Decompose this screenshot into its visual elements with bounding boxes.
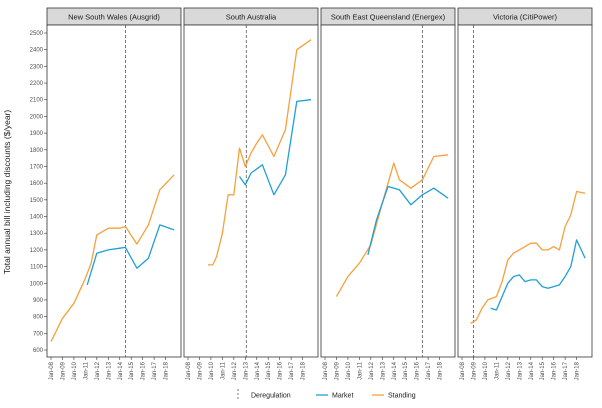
x-tick-label: Jan-13 (380, 361, 386, 380)
y-tick-label: 600 (33, 348, 44, 354)
x-tick-label: Jan-11 (357, 361, 363, 380)
x-tick-label: Jan-08 (460, 361, 466, 380)
x-tick-label: Jan-13 (106, 361, 112, 380)
x-tick-label: Jan-10 (346, 361, 352, 380)
x-tick-label: Jan-16 (278, 361, 284, 380)
y-tick-label: 1200 (30, 248, 44, 254)
x-tick-label: Jan-18 (575, 361, 581, 380)
x-tick-label: Jan-16 (552, 361, 558, 380)
facet-panel: Victoria (CitiPower) Jan-08 Jan-09 Jan-10 Ja… (457, 7, 593, 380)
y-tick-label: 700 (33, 331, 44, 337)
facet-strip-label: South Australia (226, 13, 277, 22)
x-tick-label: Jan-11 (220, 361, 226, 380)
standing-series-line (50, 174, 175, 342)
x-tick-label: Jan-15 (540, 361, 546, 380)
x-tick-label: Jan-17 (563, 361, 569, 380)
facet-panels: 600 700 800 900 1000 1100 1200 1300 1400 1500 1600… (30, 7, 593, 380)
x-tick-label: Jan-16 (141, 361, 147, 380)
x-tick-label: Jan-09 (471, 361, 477, 380)
legend-label: Market (332, 393, 353, 400)
x-tick-label: Jan-12 (95, 361, 101, 380)
legend-item: Market (316, 393, 353, 400)
legend-label: Deregulation (251, 393, 291, 400)
x-tick-label: Jan-13 (243, 361, 249, 380)
x-tick-label: Jan-17 (289, 361, 295, 380)
x-tick-label: Jan-08 (186, 361, 192, 380)
market-series-line (490, 239, 586, 311)
facet-panel: New South Wales (Ausgrid) Jan-08 Jan-09 Jan… (46, 7, 182, 380)
y-tick-label: 2300 (30, 64, 44, 70)
x-tick-label: Jan-14 (392, 361, 398, 380)
x-tick-label: Jan-14 (118, 361, 124, 380)
y-tick-label: 1600 (30, 181, 44, 187)
legend: Deregulation Market Standing (237, 389, 416, 400)
x-tick-label: Jan-12 (369, 361, 375, 380)
x-tick-label: Jan-09 (60, 361, 66, 380)
x-tick-label: Jan-10 (483, 361, 489, 380)
y-tick-label: 900 (33, 298, 44, 304)
y-tick-label: 1900 (30, 131, 44, 137)
y-tick-label: 1400 (30, 215, 44, 221)
facet-strip-label: South East Queensland (Energex) (331, 13, 446, 22)
y-tick-label: 2100 (30, 98, 44, 104)
y-tick-label: 2400 (30, 48, 44, 54)
x-tick-label: Jan-14 (255, 361, 261, 380)
facet-panel: South Australia Jan-08 Jan-09 Jan-10 Jan-11 J… (183, 7, 319, 380)
x-tick-label: Jan-13 (517, 361, 523, 380)
x-tick-label: Jan-18 (164, 361, 170, 380)
facet-strip-label: Victoria (CitiPower) (493, 13, 558, 22)
y-tick-label: 2000 (30, 114, 44, 120)
x-tick-label: Jan-08 (323, 361, 329, 380)
x-tick-label: Jan-18 (438, 361, 444, 380)
y-tick-label: 1800 (30, 148, 44, 154)
plot-area (457, 24, 593, 358)
x-tick-label: Jan-09 (334, 361, 340, 380)
market-series-line (86, 224, 175, 286)
y-tick-label: 1000 (30, 281, 44, 287)
legend-label: Standing (388, 393, 416, 400)
y-tick-label: 800 (33, 315, 44, 321)
legend-item: Deregulation (237, 389, 291, 400)
standing-series-line (335, 154, 449, 297)
x-tick-label: Jan-15 (129, 361, 135, 380)
y-axis-title: Total annual bill including discounts ($… (2, 110, 12, 275)
x-tick-label: Jan-17 (426, 361, 432, 380)
x-tick-label: Jan-10 (72, 361, 78, 380)
y-tick-label: 1500 (30, 198, 44, 204)
standing-series-line (470, 190, 586, 324)
y-axis-label: Total annual bill including discounts ($… (2, 110, 12, 275)
y-tick-label: 1700 (30, 164, 44, 170)
y-tick-label: 2500 (30, 31, 44, 37)
x-tick-label: Jan-15 (266, 361, 272, 380)
x-tick-label: Jan-12 (232, 361, 238, 380)
y-axis: 600 700 800 900 1000 1100 1200 1300 1400 1500 1600… (30, 31, 47, 354)
plot-area (46, 24, 182, 358)
y-tick-label: 1300 (30, 231, 44, 237)
y-tick-label: 1100 (30, 265, 44, 271)
plot-area (320, 24, 456, 358)
legend-item: Standing (372, 393, 416, 400)
y-tick-label: 2200 (30, 81, 44, 87)
x-tick-label: Jan-18 (301, 361, 307, 380)
facet-strip-label: New South Wales (Ausgrid) (68, 13, 160, 22)
x-tick-label: Jan-10 (209, 361, 215, 380)
standing-series-line (208, 39, 312, 266)
x-tick-label: Jan-15 (403, 361, 409, 380)
market-series-line (238, 99, 312, 196)
x-tick-label: Jan-17 (152, 361, 158, 380)
x-tick-label: Jan-09 (197, 361, 203, 380)
x-tick-label: Jan-11 (494, 361, 500, 380)
x-tick-label: Jan-14 (529, 361, 535, 380)
x-tick-label: Jan-16 (415, 361, 421, 380)
market-series-line (367, 185, 449, 256)
x-tick-label: Jan-11 (83, 361, 89, 380)
x-tick-label: Jan-08 (49, 361, 55, 380)
facet-panel: South East Queensland (Energex) Jan-08 Jan… (320, 7, 456, 380)
plot-area (183, 24, 319, 358)
x-tick-label: Jan-12 (506, 361, 512, 380)
